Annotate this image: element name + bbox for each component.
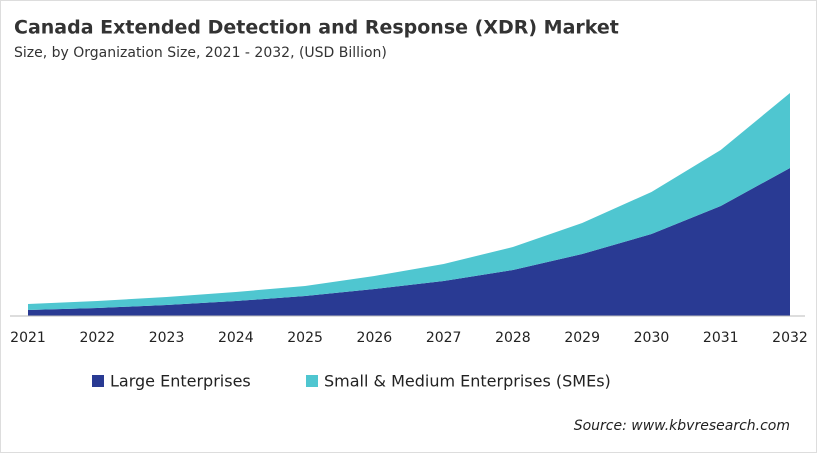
legend-swatch — [92, 375, 104, 387]
x-tick-label: 2032 — [772, 330, 808, 346]
x-tick-label: 2031 — [703, 330, 739, 346]
area — [28, 168, 790, 316]
x-tick-label: 2022 — [79, 330, 115, 346]
x-tick-label: 2026 — [357, 330, 393, 346]
legend-label: Small & Medium Enterprises (SMEs) — [324, 372, 611, 391]
chart-subtitle: Size, by Organization Size, 2021 - 2032,… — [14, 45, 387, 61]
area — [28, 93, 790, 310]
x-tick-label: 2021 — [10, 330, 46, 346]
x-tick-label: 2024 — [218, 330, 254, 346]
legend-swatch — [306, 375, 318, 387]
source: Source: www.kbvresearch.com — [574, 418, 790, 434]
x-tick-label: 2025 — [287, 330, 323, 346]
x-tick-label: 2027 — [426, 330, 462, 346]
x-tick-label: 2030 — [634, 330, 670, 346]
chart-title: Canada Extended Detection and Response (… — [14, 17, 619, 39]
x-tick-label: 2023 — [149, 330, 185, 346]
x-tick-label: 2029 — [564, 330, 600, 346]
x-tick-label: 2028 — [495, 330, 531, 346]
legend-label: Large Enterprises — [110, 372, 251, 391]
